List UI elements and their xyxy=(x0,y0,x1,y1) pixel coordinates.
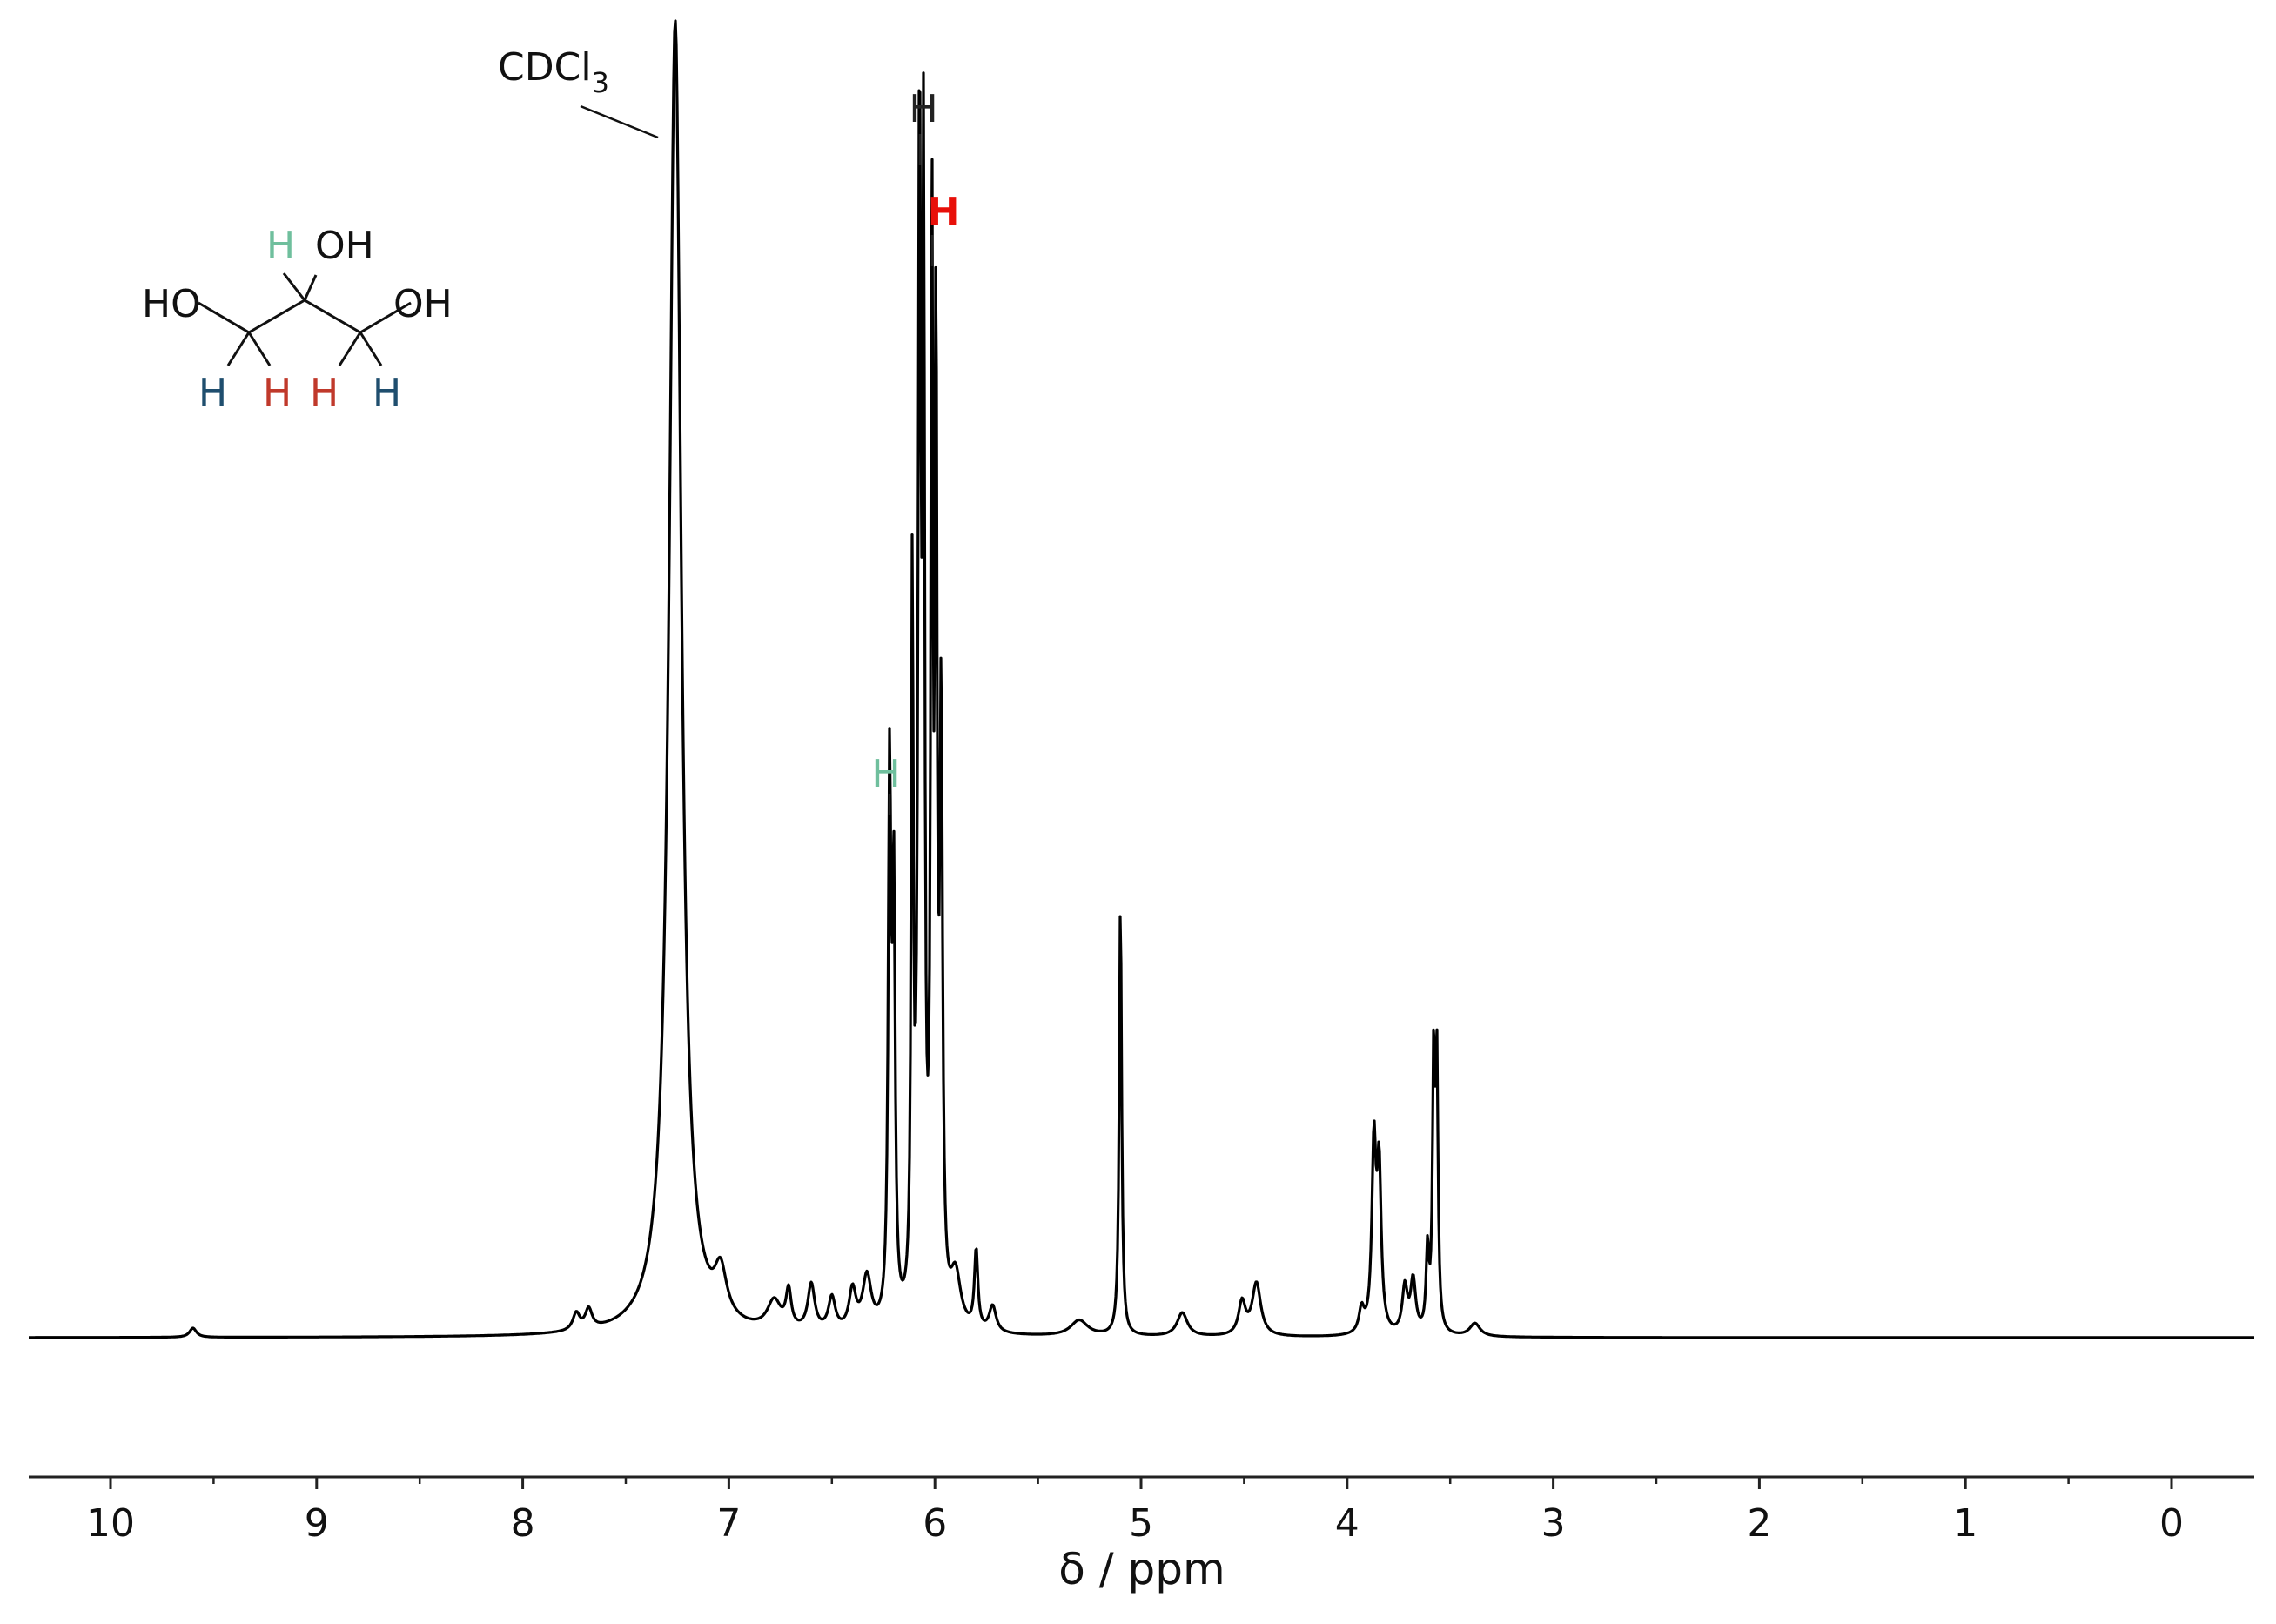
cdcl3-label-subscript: 3 xyxy=(592,66,609,99)
spectrum-trace xyxy=(28,19,2255,1339)
x-tick-label: 1 xyxy=(1953,1501,1977,1546)
x-tick-label: 7 xyxy=(716,1501,741,1546)
x-tick-label: 0 xyxy=(2159,1501,2184,1546)
x-axis: 10 9 8 7 6 5 4 3 2 1 0 δ / ppm xyxy=(29,1475,2254,1594)
outer-h-left-label: H xyxy=(198,371,227,415)
x-ticks: 10 9 8 7 6 5 4 3 2 1 0 xyxy=(86,1477,2184,1546)
x-tick-label: 10 xyxy=(86,1501,135,1546)
peak-annotations: CDCl3 H H H xyxy=(498,45,959,815)
black-h-peak-label: H xyxy=(909,87,937,131)
x-tick-label: 2 xyxy=(1747,1501,1771,1546)
green-h-peak-label: H xyxy=(871,752,900,796)
x-tick-label: 5 xyxy=(1129,1501,1153,1546)
c2-h-bond xyxy=(282,272,306,301)
x-tick-label: 8 xyxy=(511,1501,535,1546)
cdcl3-label: CDCl3 xyxy=(498,45,609,99)
outer-h-right-label: H xyxy=(373,371,401,415)
x-tick-label: 6 xyxy=(923,1501,947,1546)
cdcl3-label-base: CDCl xyxy=(498,45,592,90)
c3-h-right-bond xyxy=(359,332,383,366)
oh-top-label: OH xyxy=(315,224,374,268)
glycerol-structure: HO OH OH H H H H H xyxy=(142,224,453,415)
carbon-backbone xyxy=(198,299,412,334)
inner-h-right-label: H xyxy=(310,371,339,415)
methine-h-label: H xyxy=(266,224,295,268)
x-tick-label: 9 xyxy=(305,1501,329,1546)
inner-h-left-label: H xyxy=(263,371,292,415)
c1-h-left-bond xyxy=(226,332,251,366)
ho-left-label: HO xyxy=(142,282,201,326)
x-axis-title: δ / ppm xyxy=(1058,1544,1225,1594)
red-h-peak-label: H xyxy=(928,190,960,234)
c2-oh-bond xyxy=(303,274,318,301)
c1-h-right-bond xyxy=(247,332,272,366)
x-tick-label: 3 xyxy=(1541,1501,1566,1546)
x-tick-label: 4 xyxy=(1335,1501,1360,1546)
cdcl3-leader-line xyxy=(580,104,659,139)
oh-right-label: OH xyxy=(393,282,453,326)
c3-h-left-bond xyxy=(338,332,362,366)
